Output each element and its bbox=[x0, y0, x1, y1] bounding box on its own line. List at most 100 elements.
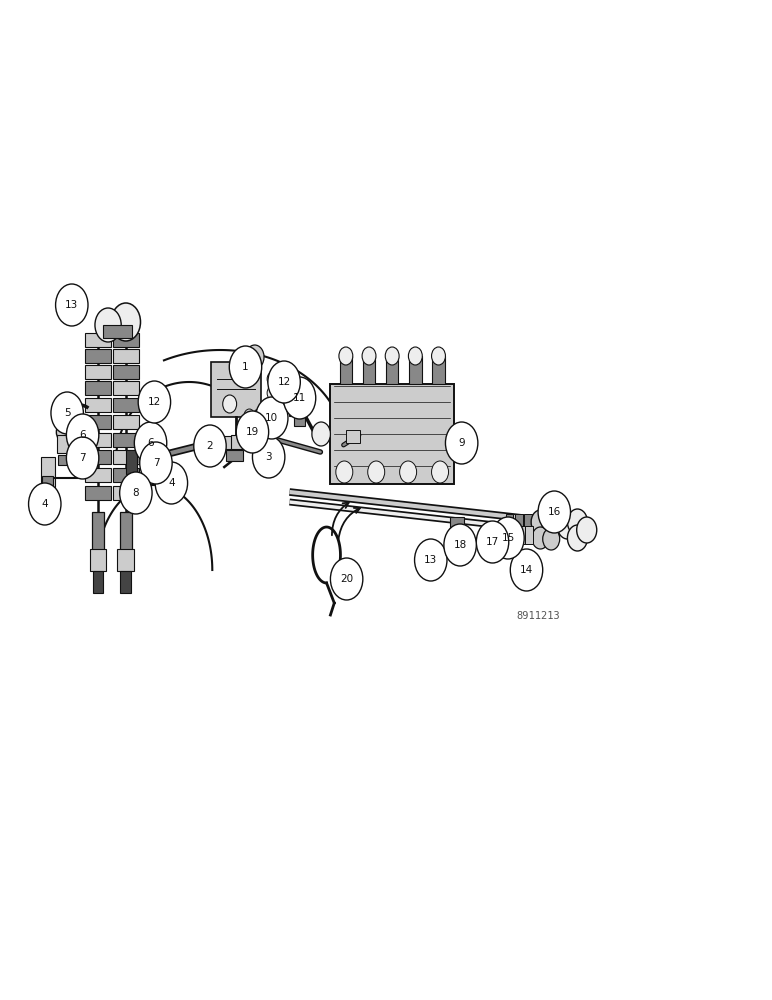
Bar bbox=[117, 549, 134, 571]
Circle shape bbox=[120, 472, 152, 514]
Bar bbox=[90, 549, 106, 571]
Text: 7: 7 bbox=[153, 458, 159, 468]
Circle shape bbox=[56, 284, 88, 326]
Bar bbox=[85, 415, 111, 429]
Bar bbox=[85, 450, 111, 464]
Circle shape bbox=[336, 461, 353, 483]
Bar bbox=[340, 356, 352, 384]
Circle shape bbox=[385, 347, 399, 365]
Bar bbox=[525, 526, 533, 544]
Text: 10: 10 bbox=[265, 413, 279, 423]
Circle shape bbox=[551, 511, 570, 535]
Bar bbox=[264, 400, 286, 414]
Bar bbox=[85, 381, 111, 395]
Bar bbox=[113, 468, 139, 482]
Circle shape bbox=[542, 511, 560, 535]
Circle shape bbox=[244, 409, 255, 423]
Bar bbox=[85, 468, 111, 482]
Text: 12: 12 bbox=[147, 397, 161, 407]
Bar bbox=[57, 435, 71, 453]
Bar bbox=[113, 398, 139, 412]
Circle shape bbox=[267, 386, 278, 400]
Text: 17: 17 bbox=[486, 537, 499, 547]
Bar bbox=[255, 419, 262, 437]
Circle shape bbox=[268, 361, 300, 403]
Circle shape bbox=[538, 491, 571, 533]
Text: 11: 11 bbox=[293, 393, 306, 403]
Circle shape bbox=[245, 345, 264, 369]
Circle shape bbox=[95, 308, 121, 342]
Bar bbox=[113, 415, 139, 429]
Circle shape bbox=[283, 377, 316, 419]
Circle shape bbox=[138, 381, 171, 423]
Circle shape bbox=[362, 347, 376, 365]
Bar bbox=[85, 333, 111, 347]
Bar bbox=[517, 526, 525, 544]
Bar bbox=[386, 356, 398, 384]
Bar bbox=[204, 432, 215, 456]
Bar bbox=[289, 404, 301, 416]
Bar bbox=[113, 365, 139, 379]
Bar bbox=[330, 384, 454, 484]
Circle shape bbox=[243, 420, 263, 446]
Circle shape bbox=[445, 422, 478, 464]
Circle shape bbox=[29, 483, 61, 525]
Circle shape bbox=[236, 411, 269, 453]
Text: 7: 7 bbox=[80, 453, 86, 463]
Circle shape bbox=[267, 372, 278, 386]
Circle shape bbox=[567, 525, 587, 551]
Bar bbox=[524, 514, 532, 536]
Circle shape bbox=[222, 395, 236, 413]
Circle shape bbox=[194, 425, 226, 467]
Circle shape bbox=[256, 397, 288, 439]
Text: 1: 1 bbox=[242, 362, 249, 372]
Circle shape bbox=[253, 409, 264, 423]
Bar bbox=[500, 526, 508, 544]
Text: 13: 13 bbox=[65, 300, 79, 310]
Text: 4: 4 bbox=[42, 499, 48, 509]
Bar bbox=[432, 356, 445, 384]
Text: 3: 3 bbox=[266, 452, 272, 462]
Circle shape bbox=[408, 347, 422, 365]
Circle shape bbox=[567, 509, 587, 535]
Bar bbox=[450, 517, 464, 545]
Bar bbox=[92, 512, 104, 552]
Circle shape bbox=[415, 539, 447, 581]
Bar bbox=[211, 362, 261, 417]
Circle shape bbox=[577, 517, 597, 543]
Circle shape bbox=[367, 461, 384, 483]
Bar bbox=[224, 436, 244, 448]
Circle shape bbox=[510, 549, 543, 591]
Circle shape bbox=[531, 510, 550, 534]
Bar bbox=[85, 365, 111, 379]
Text: 9: 9 bbox=[459, 438, 465, 448]
Text: 20: 20 bbox=[340, 574, 354, 584]
Bar bbox=[41, 457, 55, 487]
Bar bbox=[85, 398, 111, 412]
Circle shape bbox=[432, 347, 445, 365]
Bar bbox=[120, 571, 131, 593]
Bar bbox=[120, 512, 132, 552]
Bar bbox=[113, 381, 139, 395]
Circle shape bbox=[229, 346, 262, 388]
Circle shape bbox=[155, 462, 188, 504]
Bar bbox=[113, 450, 139, 464]
Text: 6: 6 bbox=[147, 438, 154, 448]
Bar bbox=[506, 514, 513, 536]
Circle shape bbox=[557, 513, 577, 539]
Bar bbox=[533, 514, 540, 536]
Circle shape bbox=[492, 517, 524, 559]
Text: 6: 6 bbox=[80, 430, 86, 440]
Text: 8911213: 8911213 bbox=[516, 611, 560, 621]
Circle shape bbox=[532, 527, 549, 549]
Bar bbox=[42, 476, 53, 494]
Text: 19: 19 bbox=[245, 427, 259, 437]
Bar bbox=[346, 430, 360, 443]
Circle shape bbox=[134, 422, 167, 464]
Circle shape bbox=[66, 437, 99, 479]
Bar bbox=[126, 450, 137, 474]
Circle shape bbox=[330, 558, 363, 600]
Circle shape bbox=[476, 521, 509, 563]
Text: 13: 13 bbox=[424, 555, 438, 565]
Bar bbox=[85, 486, 111, 500]
